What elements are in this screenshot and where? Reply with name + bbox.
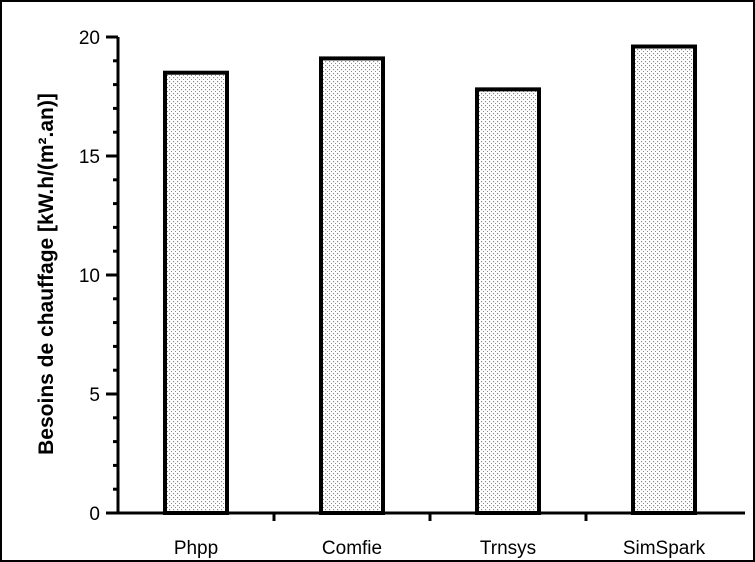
x-tick-label: Comfie: [322, 538, 382, 559]
bar-phpp: [163, 70, 229, 515]
y-tick-label: 15: [79, 147, 100, 168]
y-tick-label: 10: [79, 266, 100, 287]
y-tick-label: 5: [89, 385, 100, 406]
bars-layer: [163, 44, 697, 516]
bar-trnsys: [475, 87, 541, 516]
x-tick-label: SimSpark: [623, 538, 706, 559]
bar-simspark: [631, 44, 697, 516]
x-tick-label: Phpp: [174, 538, 218, 559]
y-axis-label: Besoins de chauffage [kW.h/(m².an)]: [35, 93, 58, 455]
y-tick-label: 20: [79, 28, 100, 49]
bar-comfie: [319, 56, 385, 515]
axes-layer: 0 5 10 15 20 Phpp Comfie Trnsys SimSpark: [79, 28, 745, 559]
y-tick-label: 0: [89, 504, 100, 525]
x-tick-label: Trnsys: [480, 538, 536, 559]
